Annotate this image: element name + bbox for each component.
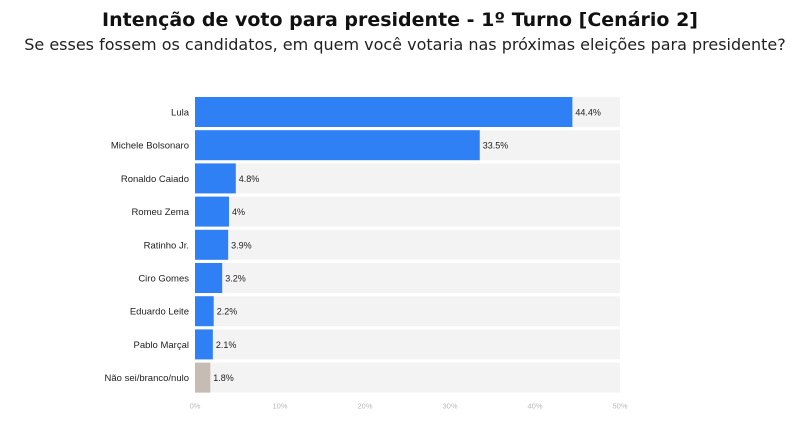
bar-track — [195, 163, 620, 194]
bar — [195, 263, 223, 293]
value-label: 3.2% — [225, 274, 246, 284]
bar — [195, 296, 214, 327]
chart-subtitle: Se esses fossem os candidatos, em quem v… — [24, 35, 786, 54]
bar — [195, 229, 229, 260]
bar — [195, 97, 573, 127]
category-label: Ciro Gomes — [138, 274, 189, 285]
value-label: 33.5% — [483, 141, 509, 151]
x-tick-label: 50% — [612, 402, 627, 411]
bar-track — [195, 362, 620, 393]
value-label: 44.4% — [575, 108, 601, 118]
x-tick-label: 40% — [527, 402, 542, 411]
category-label: Romeu Zema — [131, 207, 189, 218]
x-tick-label: 20% — [357, 402, 372, 411]
bar — [195, 196, 229, 227]
chart-title: Intenção de voto para presidente - 1º Tu… — [102, 9, 698, 31]
x-tick-label: 0% — [190, 402, 201, 411]
value-label: 2.2% — [217, 307, 238, 317]
x-tick-label: 30% — [442, 402, 457, 411]
bar — [195, 163, 236, 194]
category-label: Michele Bolsonaro — [111, 141, 189, 152]
bar-track — [195, 196, 620, 227]
category-label: Não sei/branco/nulo — [105, 373, 190, 384]
bar — [195, 362, 211, 393]
value-label: 1.8% — [213, 373, 234, 383]
bar-track — [195, 329, 620, 360]
category-label: Lula — [171, 108, 190, 119]
bar — [195, 329, 213, 360]
bar — [195, 130, 480, 161]
bar-track — [195, 263, 620, 293]
category-label: Pablo Marçal — [134, 340, 189, 351]
value-label: 3.9% — [231, 240, 252, 250]
value-label: 2.1% — [216, 340, 237, 350]
x-tick-label: 10% — [272, 402, 287, 411]
category-label: Eduardo Leite — [130, 307, 189, 318]
value-label: 4% — [232, 207, 245, 217]
category-label: Ratinho Jr. — [144, 240, 189, 251]
value-label: 4.8% — [239, 174, 260, 184]
bar-track — [195, 296, 620, 327]
category-label: Ronaldo Caiado — [121, 174, 189, 185]
bar-track — [195, 229, 620, 260]
